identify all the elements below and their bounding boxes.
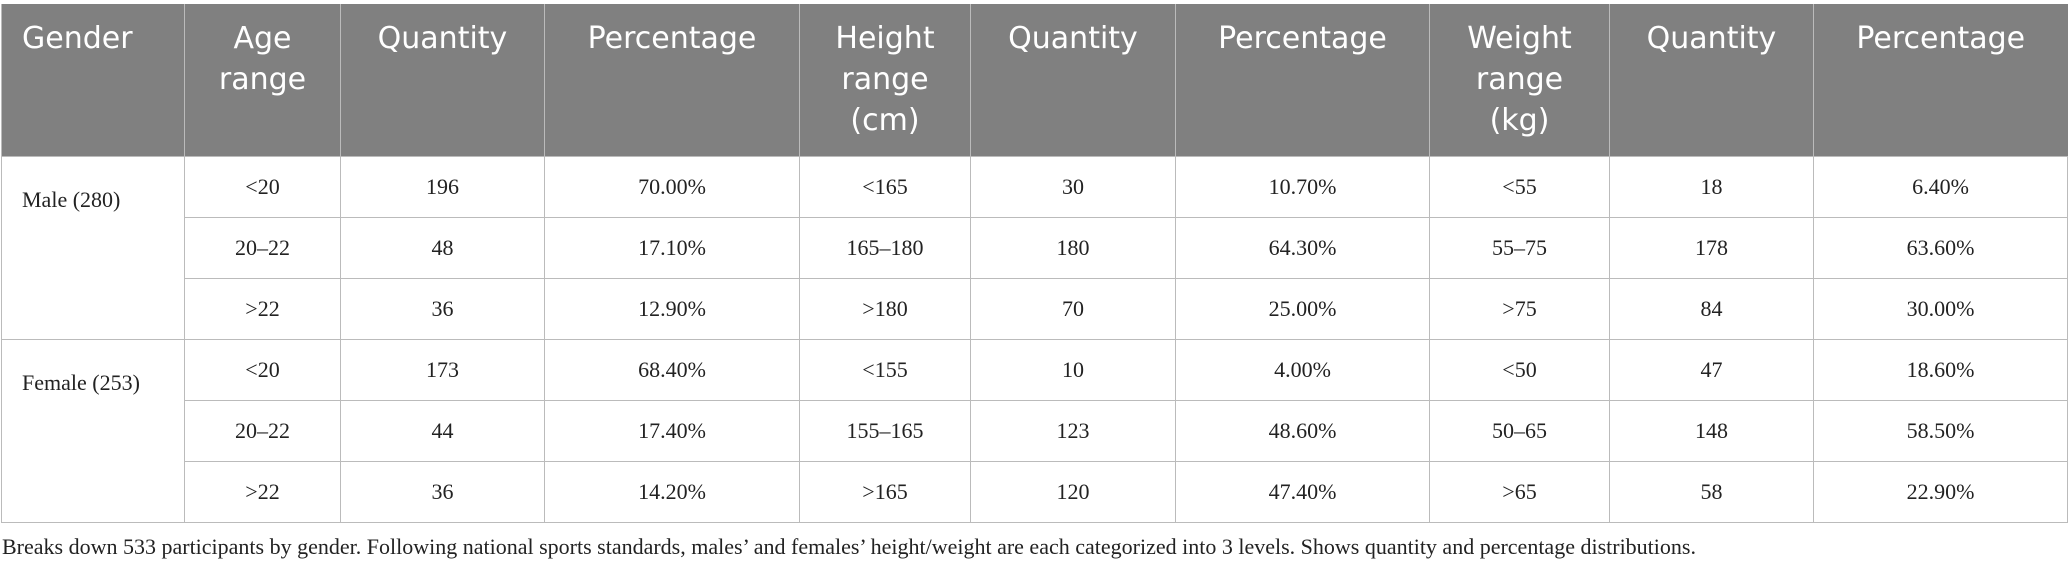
table-cell: 63.60% xyxy=(1813,216,2068,279)
table-cell: 47.40% xyxy=(1175,460,1430,523)
header-cell: Percentage xyxy=(544,4,800,156)
table-cell: 173 xyxy=(340,338,545,401)
table-cell: >165 xyxy=(799,460,971,523)
header-cell: Percentage xyxy=(1175,4,1430,156)
header-cell: Height range (cm) xyxy=(799,4,971,156)
table-cell: >65 xyxy=(1429,460,1610,523)
data-table: Gender Age range Quantity Percentage Height … xyxy=(1,4,2068,523)
table-cell: 48.60% xyxy=(1175,399,1430,462)
table-body: Male (280) <20 196 70.00% <165 30 10.70% <55 18 6… xyxy=(1,155,2068,523)
table-cell: <155 xyxy=(799,338,971,401)
table-cell: 148 xyxy=(1609,399,1814,462)
table-cell: 18.60% xyxy=(1813,338,2068,401)
table-cell: 178 xyxy=(1609,216,1814,279)
header-cell: Age range xyxy=(184,4,341,156)
table-cell: <55 xyxy=(1429,155,1610,218)
table-cell: 36 xyxy=(340,460,545,523)
table-cell: <50 xyxy=(1429,338,1610,401)
table-cell: 17.10% xyxy=(544,216,800,279)
gender-cell: Female (253) xyxy=(1,338,185,523)
table-cell: 70 xyxy=(970,277,1176,340)
header-text: Height range (cm) xyxy=(835,21,935,138)
header-text: Quantity xyxy=(377,21,508,56)
table-cell: 70.00% xyxy=(544,155,800,218)
table-row: Female (253) <20 173 68.40% <155 10 4.00% <50 47… xyxy=(1,338,2068,523)
table-cell: 20–22 xyxy=(184,216,341,279)
table-cell: 84 xyxy=(1609,277,1814,340)
header-text: Percentage xyxy=(587,21,757,56)
table-cell: 155–165 xyxy=(799,399,971,462)
table-cell: 48 xyxy=(340,216,545,279)
table-cell: <165 xyxy=(799,155,971,218)
table-cell: 50–65 xyxy=(1429,399,1610,462)
table-cell: 123 xyxy=(970,399,1176,462)
table-cell: 36 xyxy=(340,277,545,340)
table-cell: >180 xyxy=(799,277,971,340)
table-cell: >22 xyxy=(184,460,341,523)
table-cell: 17.40% xyxy=(544,399,800,462)
table-row: Male (280) <20 196 70.00% <165 30 10.70% <55 18 6… xyxy=(1,155,2068,340)
table-cell: 14.20% xyxy=(544,460,800,523)
table-cell: 47 xyxy=(1609,338,1814,401)
table-cell: 120 xyxy=(970,460,1176,523)
header-cell: Percentage xyxy=(1813,4,2068,156)
header-cell: Gender xyxy=(1,4,185,156)
table-row: >22 36 12.90% >180 70 25.00% >75 84 30.00% xyxy=(2,277,2068,340)
table-cell: 58.50% xyxy=(1813,399,2068,462)
caption: Breaks down 533 participants by gender. … xyxy=(2,534,1696,559)
table-cell: <20 xyxy=(184,338,341,401)
table-cell: 196 xyxy=(340,155,545,218)
table-cell: 58 xyxy=(1609,460,1814,523)
header-cell: Quantity xyxy=(970,4,1176,156)
table-cell: 4.00% xyxy=(1175,338,1430,401)
table-row: >22 36 14.20% >165 120 47.40% >65 58 22.90% xyxy=(2,460,2068,523)
table-cell: 18 xyxy=(1609,155,1814,218)
table-row: 20–22 44 17.40% 155–165 123 48.60% 50–65 148 58.… xyxy=(2,399,2068,462)
header-text: Quantity xyxy=(1008,21,1138,56)
table-cell: 55–75 xyxy=(1429,216,1610,279)
table-cell: 22.90% xyxy=(1813,460,2068,523)
table-cell: <20 xyxy=(184,155,341,218)
table-cell: 12.90% xyxy=(544,277,800,340)
table-cell: 25.00% xyxy=(1175,277,1430,340)
table-cell: >22 xyxy=(184,277,341,340)
header-text: Age range xyxy=(218,21,307,97)
header-text: Percentage xyxy=(1856,21,2026,56)
table-cell: 165–180 xyxy=(799,216,971,279)
table-cell: 30.00% xyxy=(1813,277,2068,340)
gender-cell: Male (280) xyxy=(1,155,185,340)
header-text: Weight range (kg) xyxy=(1467,21,1572,138)
table-cell: 6.40% xyxy=(1813,155,2068,218)
header-text: Gender xyxy=(22,21,133,56)
table-cell: 30 xyxy=(970,155,1176,218)
header-text: Percentage xyxy=(1218,21,1387,56)
table-cell: 20–22 xyxy=(184,399,341,462)
header-row: Gender Age range Quantity Percentage Height … xyxy=(1,4,2068,156)
header-cell: Weight range (kg) xyxy=(1429,4,1610,156)
header-cell: Quantity xyxy=(1609,4,1814,156)
table-cell: 44 xyxy=(340,399,545,462)
header-cell: Quantity xyxy=(340,4,545,156)
table-cell: 180 xyxy=(970,216,1176,279)
table-cell: 10.70% xyxy=(1175,155,1430,218)
table-cell: >75 xyxy=(1429,277,1610,340)
table-cell: 68.40% xyxy=(544,338,800,401)
table-cell: 64.30% xyxy=(1175,216,1430,279)
table-cell: 10 xyxy=(970,338,1176,401)
table-row: 20–22 48 17.10% 165–180 180 64.30% 55–75 178 63.… xyxy=(2,216,2068,279)
header-text: Quantity xyxy=(1646,21,1777,56)
